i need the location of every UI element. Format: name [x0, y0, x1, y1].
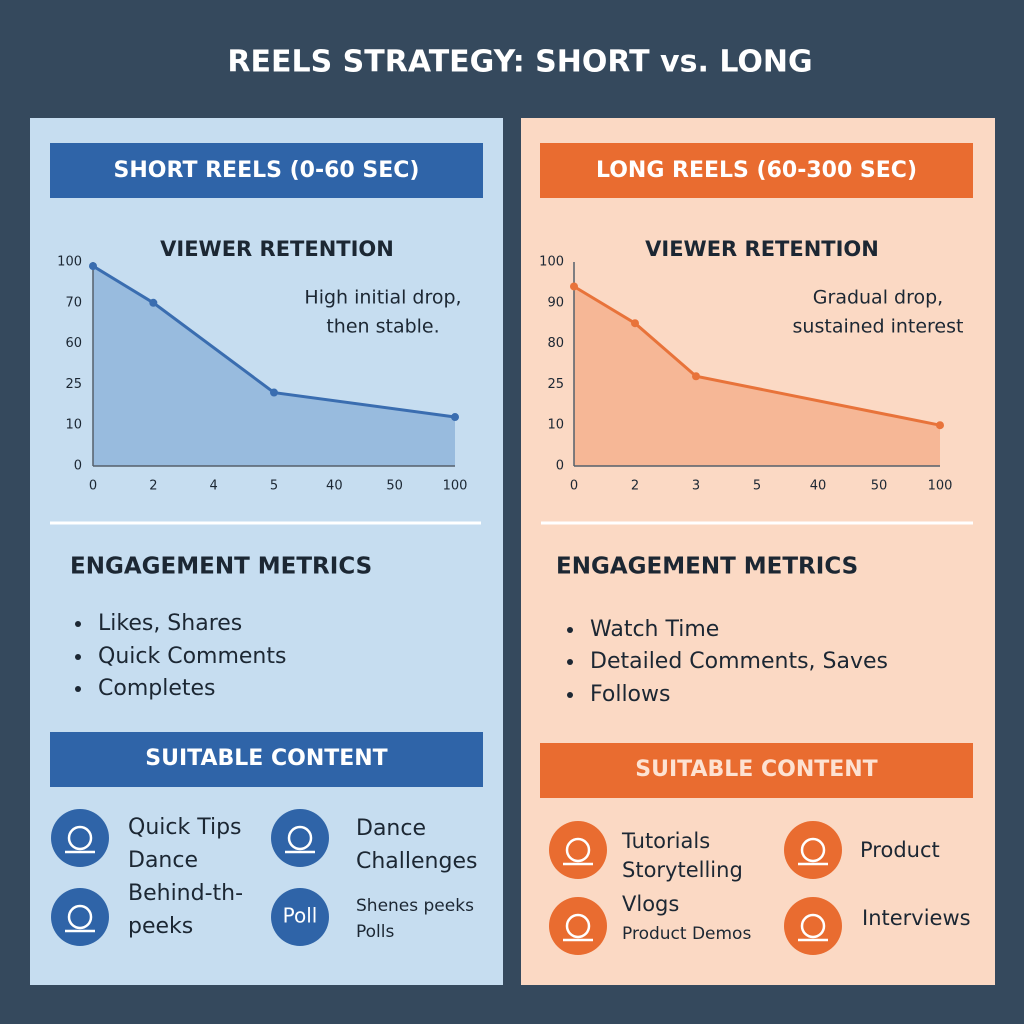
- y-tick-label: 0: [74, 459, 82, 474]
- metric-item: Completes: [98, 676, 216, 701]
- x-tick-label: 3: [692, 479, 700, 494]
- content-item: Polls: [356, 922, 394, 942]
- icon-glyph: [565, 913, 591, 939]
- x-tick-label: 100: [928, 479, 953, 494]
- x-tick-label: 50: [871, 479, 888, 494]
- content-header: [540, 743, 973, 798]
- x-tick-label: 5: [753, 479, 761, 494]
- y-tick-label: 10: [547, 418, 564, 433]
- content-header-text: SUITABLE CONTENT: [145, 746, 387, 771]
- content-icon: [784, 897, 842, 955]
- x-tick-label: 2: [631, 479, 639, 494]
- data-point: [149, 298, 158, 307]
- content-icon: [784, 821, 842, 879]
- panel-header: [50, 143, 483, 198]
- data-point: [631, 319, 639, 328]
- chart-title: VIEWER RETENTION: [160, 237, 394, 261]
- x-tick-label: 50: [386, 479, 403, 494]
- y-tick-label: 60: [65, 336, 82, 351]
- content-item: Behind-th-: [128, 881, 243, 906]
- icon-glyph: [287, 825, 313, 851]
- y-tick-label: 70: [65, 295, 82, 310]
- content-item: Tutorials: [621, 829, 710, 853]
- content-item: Challenges: [356, 849, 477, 874]
- chart-annotation: Gradual drop,: [813, 287, 943, 309]
- content-item: Product: [860, 838, 940, 862]
- metrics-title: ENGAGEMENT METRICS: [70, 554, 372, 580]
- x-tick-label: 2: [149, 479, 157, 494]
- metric-item: Follows: [590, 682, 670, 707]
- x-tick-label: 4: [210, 479, 218, 494]
- data-point: [570, 282, 578, 291]
- x-tick-label: 5: [270, 479, 278, 494]
- content-header-text: SUITABLE CONTENT: [635, 757, 877, 782]
- x-tick-label: 0: [89, 479, 97, 494]
- content-item: Vlogs: [622, 892, 679, 916]
- metric-item: Watch Time: [590, 617, 719, 642]
- y-tick-label: 80: [547, 336, 564, 351]
- content-item: Dance: [356, 816, 426, 841]
- bullet: [567, 659, 573, 665]
- bullet: [75, 621, 81, 627]
- content-item: Interviews: [862, 906, 971, 930]
- page-title: REELS STRATEGY: SHORT vs. LONG: [227, 45, 812, 80]
- content-icon: [549, 897, 607, 955]
- y-tick-label: 0: [556, 459, 564, 474]
- content-item: Quick Tips: [128, 815, 242, 840]
- y-tick-label: 100: [539, 255, 564, 270]
- metric-item: Detailed Comments, Saves: [590, 649, 888, 674]
- content-icon: [51, 888, 109, 946]
- content-item: Shenes peeks: [356, 896, 474, 916]
- content-item: Storytelling: [622, 858, 743, 882]
- content-item: peeks: [128, 914, 193, 939]
- content-icon: [271, 888, 329, 946]
- y-tick-label: 100: [57, 255, 82, 270]
- panel-header: [540, 143, 973, 198]
- retention-line: [573, 285, 941, 427]
- content-item: Product Demos: [622, 924, 751, 944]
- content-icon: [51, 809, 109, 867]
- icon-label: Poll: [283, 904, 318, 928]
- content-header: [50, 732, 483, 787]
- metric-item: Quick Comments: [98, 644, 286, 669]
- content-item: Dance: [128, 848, 198, 873]
- data-point: [936, 421, 944, 430]
- data-point: [89, 262, 97, 271]
- panel-header-text: LONG REELS (60-300 SEC): [596, 158, 917, 183]
- chart-title: VIEWER RETENTION: [645, 237, 879, 261]
- chart-annotation: High initial drop,: [304, 287, 461, 309]
- panel-header-text: SHORT REELS (0-60 SEC): [114, 158, 420, 183]
- icon-glyph: [67, 825, 93, 851]
- icon-glyph: [800, 837, 826, 863]
- data-point: [270, 388, 278, 397]
- retention-area: [574, 286, 940, 466]
- bullet: [75, 686, 81, 692]
- x-tick-label: 40: [810, 479, 827, 494]
- icon-glyph: [565, 837, 591, 863]
- data-point: [692, 372, 700, 381]
- bullet: [75, 654, 81, 660]
- y-tick-label: 25: [547, 377, 564, 392]
- x-tick-label: 40: [326, 479, 343, 494]
- content-icon: [549, 821, 607, 879]
- bullet: [567, 692, 573, 698]
- icon-glyph: [67, 904, 93, 930]
- content-icon: [271, 809, 329, 867]
- chart-annotation: then stable.: [326, 316, 439, 338]
- y-tick-label: 10: [65, 418, 82, 433]
- y-tick-label: 90: [547, 295, 564, 310]
- retention-area: [93, 266, 455, 466]
- metrics-title: ENGAGEMENT METRICS: [556, 554, 858, 580]
- icon-glyph: [800, 913, 826, 939]
- x-tick-label: 0: [570, 479, 578, 494]
- bullet: [567, 627, 573, 633]
- y-tick-label: 25: [65, 377, 82, 392]
- data-point: [451, 413, 459, 422]
- metric-item: Likes, Shares: [98, 611, 242, 636]
- x-tick-label: 100: [443, 479, 468, 494]
- chart-annotation: sustained interest: [793, 316, 964, 338]
- retention-line: [92, 264, 456, 419]
